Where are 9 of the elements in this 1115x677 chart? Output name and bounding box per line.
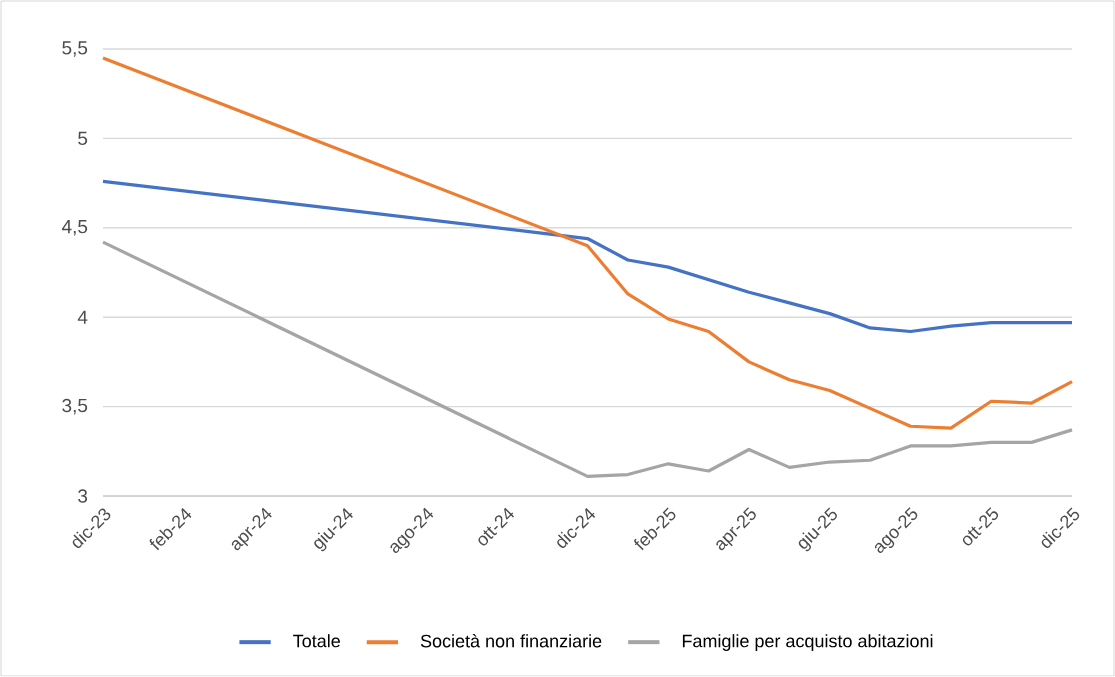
y-tick-label: 4,5 xyxy=(61,220,88,236)
y-tick-label: 3 xyxy=(78,489,88,503)
legend-label: Famiglie per acquisto abitazioni xyxy=(682,634,933,651)
y-tick-label: 5 xyxy=(78,131,88,146)
y-tick-label: 4 xyxy=(77,310,88,324)
y-tick-label: 5,5 xyxy=(62,41,88,57)
y-tick-label: 3,5 xyxy=(62,398,88,415)
legend-label: Totale xyxy=(293,634,340,648)
legend-label: Società non finanziarie xyxy=(420,634,602,648)
